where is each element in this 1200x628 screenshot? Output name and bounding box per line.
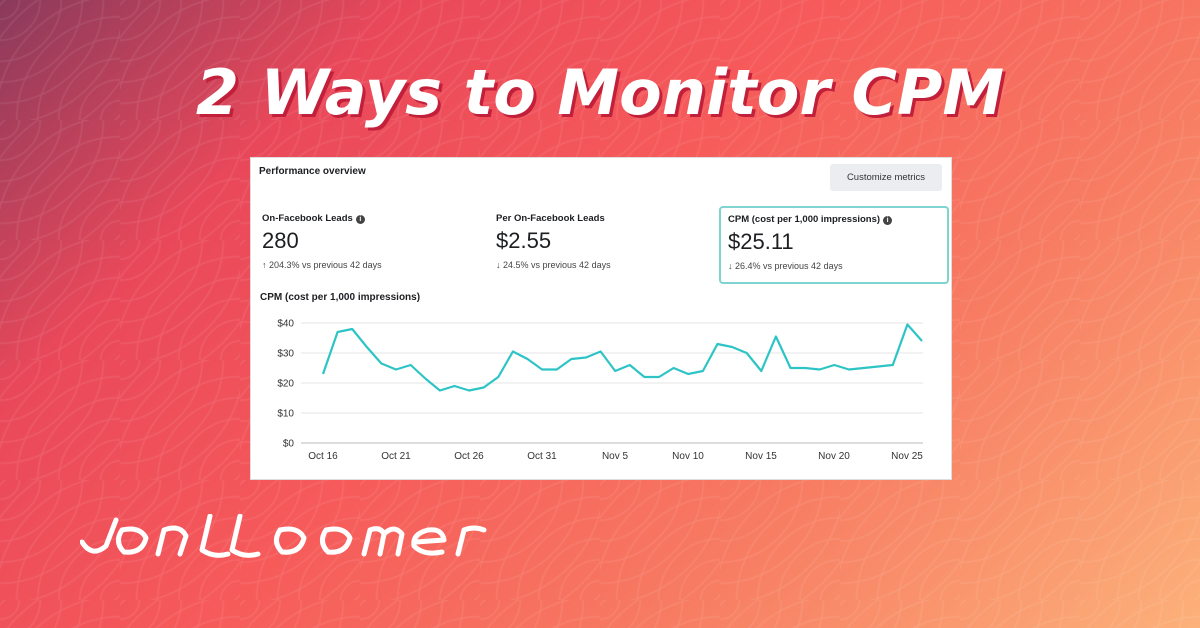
y-tick-label: $10	[277, 409, 294, 420]
y-tick-label: $40	[277, 319, 294, 330]
jon-loomer-logo	[80, 514, 487, 558]
x-tick-label: Oct 26	[454, 451, 484, 462]
x-tick-label: Nov 20	[818, 451, 850, 462]
metric-card-cost-per-lead[interactable]: Per On-Facebook Leads $2.55 ↓ 24.5% vs p…	[494, 206, 714, 282]
x-tick-label: Nov 5	[602, 451, 629, 462]
chart-title: CPM (cost per 1,000 impressions)	[260, 292, 421, 303]
cpm-line-chart: $0 $10 $20 $30 $40 Oct 16 Oct 21 Oct 26 Oct 31 No…	[277, 319, 923, 463]
x-tick-label: Oct 21	[381, 451, 411, 462]
x-tick-label: Oct 31	[527, 451, 557, 462]
metric-value: $25.11	[728, 229, 794, 254]
metric-card-cpm[interactable]: CPM (cost per 1,000 impressions) i $25.11…	[719, 206, 949, 284]
metric-value: $2.55	[496, 228, 552, 253]
performance-overview-panel: Performance overview Customize metrics O…	[250, 157, 952, 480]
metric-label: Per On-Facebook Leads	[496, 213, 605, 224]
x-tick-label: Nov 10	[672, 451, 704, 462]
metric-card-leads[interactable]: On-Facebook Leads i 280 ↑ 204.3% vs previ…	[260, 206, 480, 282]
metric-label: CPM (cost per 1,000 impressions) i	[728, 214, 893, 225]
customize-metrics-button[interactable]: Customize metrics	[830, 164, 942, 191]
x-tick-label: Nov 15	[745, 451, 777, 462]
y-tick-label: $30	[277, 349, 294, 360]
info-icon[interactable]: i	[355, 215, 365, 224]
metric-change: ↓ 24.5% vs previous 42 days	[496, 260, 611, 270]
info-icon[interactable]: i	[883, 216, 893, 225]
x-tick-label: Oct 16	[308, 451, 338, 462]
metric-label: On-Facebook Leads i	[262, 213, 365, 224]
panel-title: Performance overview	[259, 166, 366, 177]
metric-value: 280	[262, 228, 299, 253]
x-tick-label: Nov 25	[891, 451, 923, 462]
metric-change: ↓ 26.4% vs previous 42 days	[728, 261, 843, 271]
arrow-up-icon: ↑	[262, 260, 267, 270]
arrow-down-icon: ↓	[728, 261, 733, 271]
y-tick-label: $0	[283, 439, 295, 450]
series-line-cpm	[321, 323, 923, 392]
headline: 2 Ways to Monitor CPM	[195, 56, 1005, 129]
metric-change: ↑ 204.3% vs previous 42 days	[262, 260, 382, 270]
y-tick-label: $20	[277, 379, 294, 390]
arrow-down-icon: ↓	[496, 260, 501, 270]
